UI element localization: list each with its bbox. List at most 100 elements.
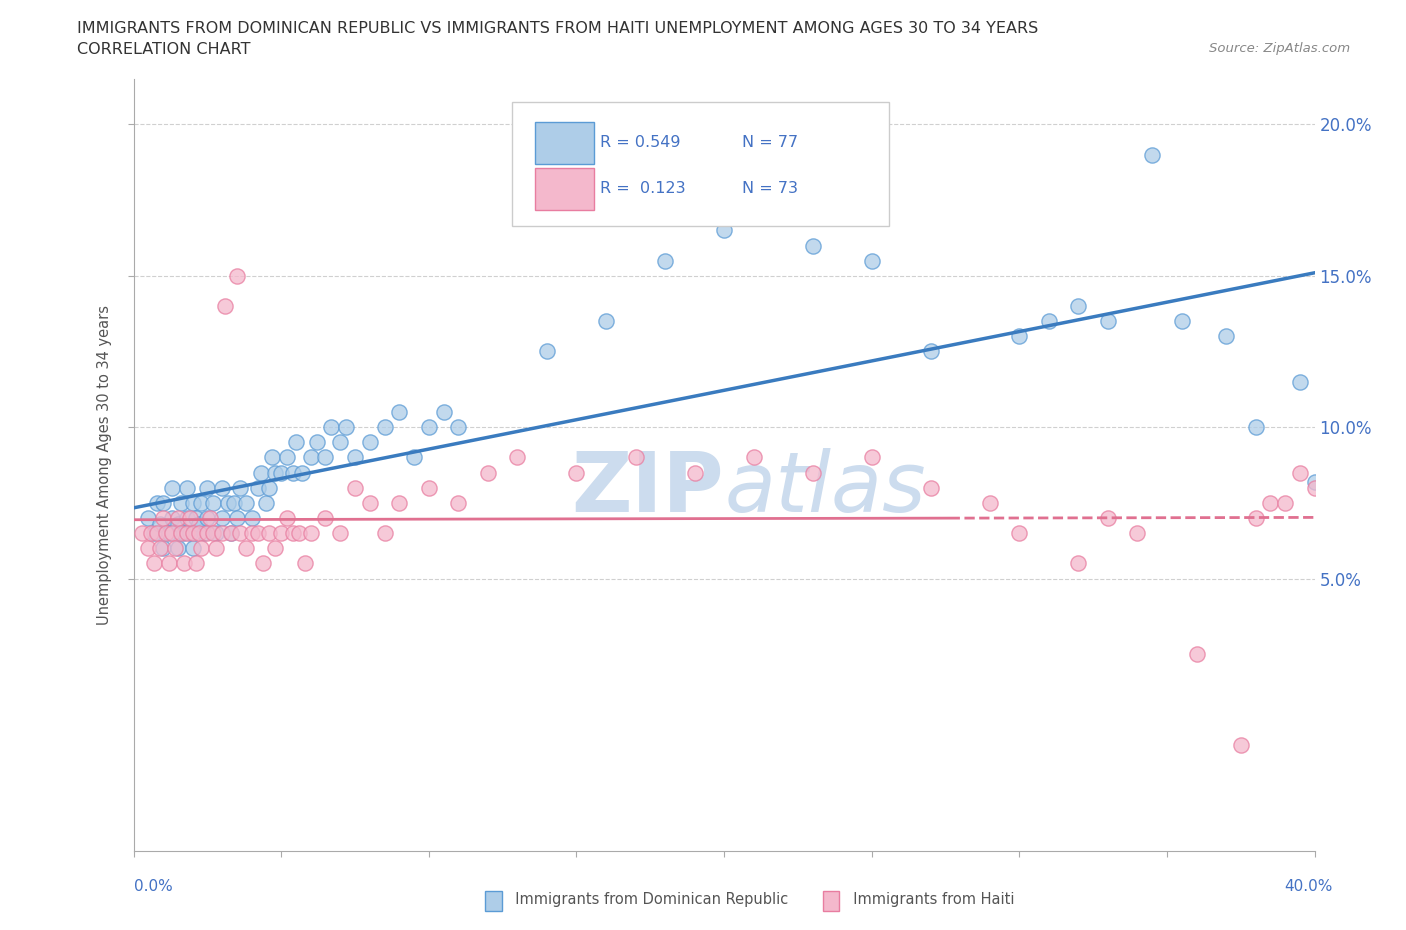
Point bbox=[205, 525, 228, 540]
Point bbox=[173, 556, 195, 571]
Point bbox=[173, 525, 195, 540]
Point bbox=[1229, 737, 1253, 752]
Point bbox=[181, 525, 204, 540]
Point bbox=[152, 496, 174, 511]
Point bbox=[179, 511, 201, 525]
Point bbox=[157, 525, 180, 540]
Point bbox=[202, 525, 225, 540]
Point bbox=[801, 465, 824, 480]
Text: Immigrants from Haiti: Immigrants from Haiti bbox=[844, 892, 1014, 907]
Text: 40.0%: 40.0% bbox=[1285, 879, 1333, 894]
Point bbox=[259, 480, 281, 495]
Text: atlas: atlas bbox=[724, 447, 925, 528]
Point bbox=[359, 496, 381, 511]
Point bbox=[200, 511, 222, 525]
Point bbox=[146, 496, 169, 511]
Point bbox=[1170, 313, 1192, 328]
Point bbox=[920, 344, 942, 359]
Point bbox=[193, 525, 215, 540]
Point bbox=[654, 253, 676, 268]
Point bbox=[294, 556, 316, 571]
Point bbox=[211, 480, 233, 495]
Point bbox=[166, 541, 188, 556]
Point bbox=[447, 419, 470, 434]
Point bbox=[138, 541, 160, 556]
Point bbox=[920, 480, 942, 495]
Point bbox=[1097, 511, 1119, 525]
Point bbox=[179, 525, 201, 540]
Point bbox=[335, 419, 357, 434]
Point bbox=[149, 541, 172, 556]
Point bbox=[329, 435, 352, 450]
Point bbox=[166, 516, 188, 531]
Point bbox=[270, 465, 292, 480]
Point bbox=[195, 511, 219, 525]
Point bbox=[229, 480, 252, 495]
Text: Immigrants from Dominican Republic: Immigrants from Dominican Republic bbox=[506, 892, 789, 907]
Point bbox=[249, 465, 271, 480]
Point bbox=[288, 525, 311, 540]
Point bbox=[291, 465, 314, 480]
Text: R = 0.549: R = 0.549 bbox=[600, 135, 681, 150]
Point bbox=[315, 450, 337, 465]
Point bbox=[1244, 419, 1267, 434]
Point bbox=[219, 525, 242, 540]
Point bbox=[152, 541, 174, 556]
Point bbox=[683, 465, 706, 480]
Point bbox=[404, 450, 426, 465]
Point bbox=[262, 450, 284, 465]
Text: N = 77: N = 77 bbox=[742, 135, 799, 150]
Point bbox=[131, 525, 153, 540]
Point bbox=[252, 556, 274, 571]
Point bbox=[229, 525, 252, 540]
Point bbox=[315, 511, 337, 525]
Point bbox=[281, 465, 304, 480]
Point bbox=[184, 511, 207, 525]
Point bbox=[1289, 465, 1312, 480]
Point bbox=[217, 496, 239, 511]
Point bbox=[170, 525, 193, 540]
Point bbox=[1319, 465, 1341, 480]
Point bbox=[138, 511, 160, 525]
Point bbox=[742, 450, 765, 465]
Point bbox=[595, 313, 617, 328]
Text: R =  0.123: R = 0.123 bbox=[600, 181, 686, 196]
Point bbox=[143, 525, 166, 540]
Point bbox=[246, 480, 269, 495]
Point bbox=[329, 525, 352, 540]
Point bbox=[418, 480, 440, 495]
Point bbox=[149, 516, 172, 531]
Point bbox=[195, 525, 219, 540]
FancyBboxPatch shape bbox=[512, 102, 890, 226]
Point bbox=[860, 253, 883, 268]
Point bbox=[256, 496, 278, 511]
Point bbox=[190, 496, 212, 511]
Point bbox=[214, 299, 236, 313]
Point bbox=[211, 511, 233, 525]
Point bbox=[176, 511, 198, 525]
Point bbox=[264, 541, 287, 556]
Point bbox=[1348, 511, 1371, 525]
Point bbox=[374, 525, 396, 540]
FancyBboxPatch shape bbox=[536, 122, 595, 164]
Point bbox=[143, 556, 166, 571]
Point bbox=[418, 419, 440, 434]
Point bbox=[713, 223, 735, 238]
Point bbox=[281, 525, 304, 540]
Point bbox=[860, 450, 883, 465]
Point bbox=[264, 465, 287, 480]
Point bbox=[565, 465, 588, 480]
Point bbox=[1126, 525, 1149, 540]
Point bbox=[187, 516, 209, 531]
Point bbox=[1008, 329, 1031, 344]
Point bbox=[1185, 646, 1208, 661]
Point bbox=[1244, 511, 1267, 525]
Point bbox=[447, 496, 470, 511]
Point bbox=[160, 480, 183, 495]
Point bbox=[235, 541, 257, 556]
Point bbox=[240, 525, 263, 540]
Point bbox=[160, 511, 183, 525]
Point bbox=[235, 496, 257, 511]
Point bbox=[1038, 313, 1060, 328]
Point bbox=[343, 450, 366, 465]
